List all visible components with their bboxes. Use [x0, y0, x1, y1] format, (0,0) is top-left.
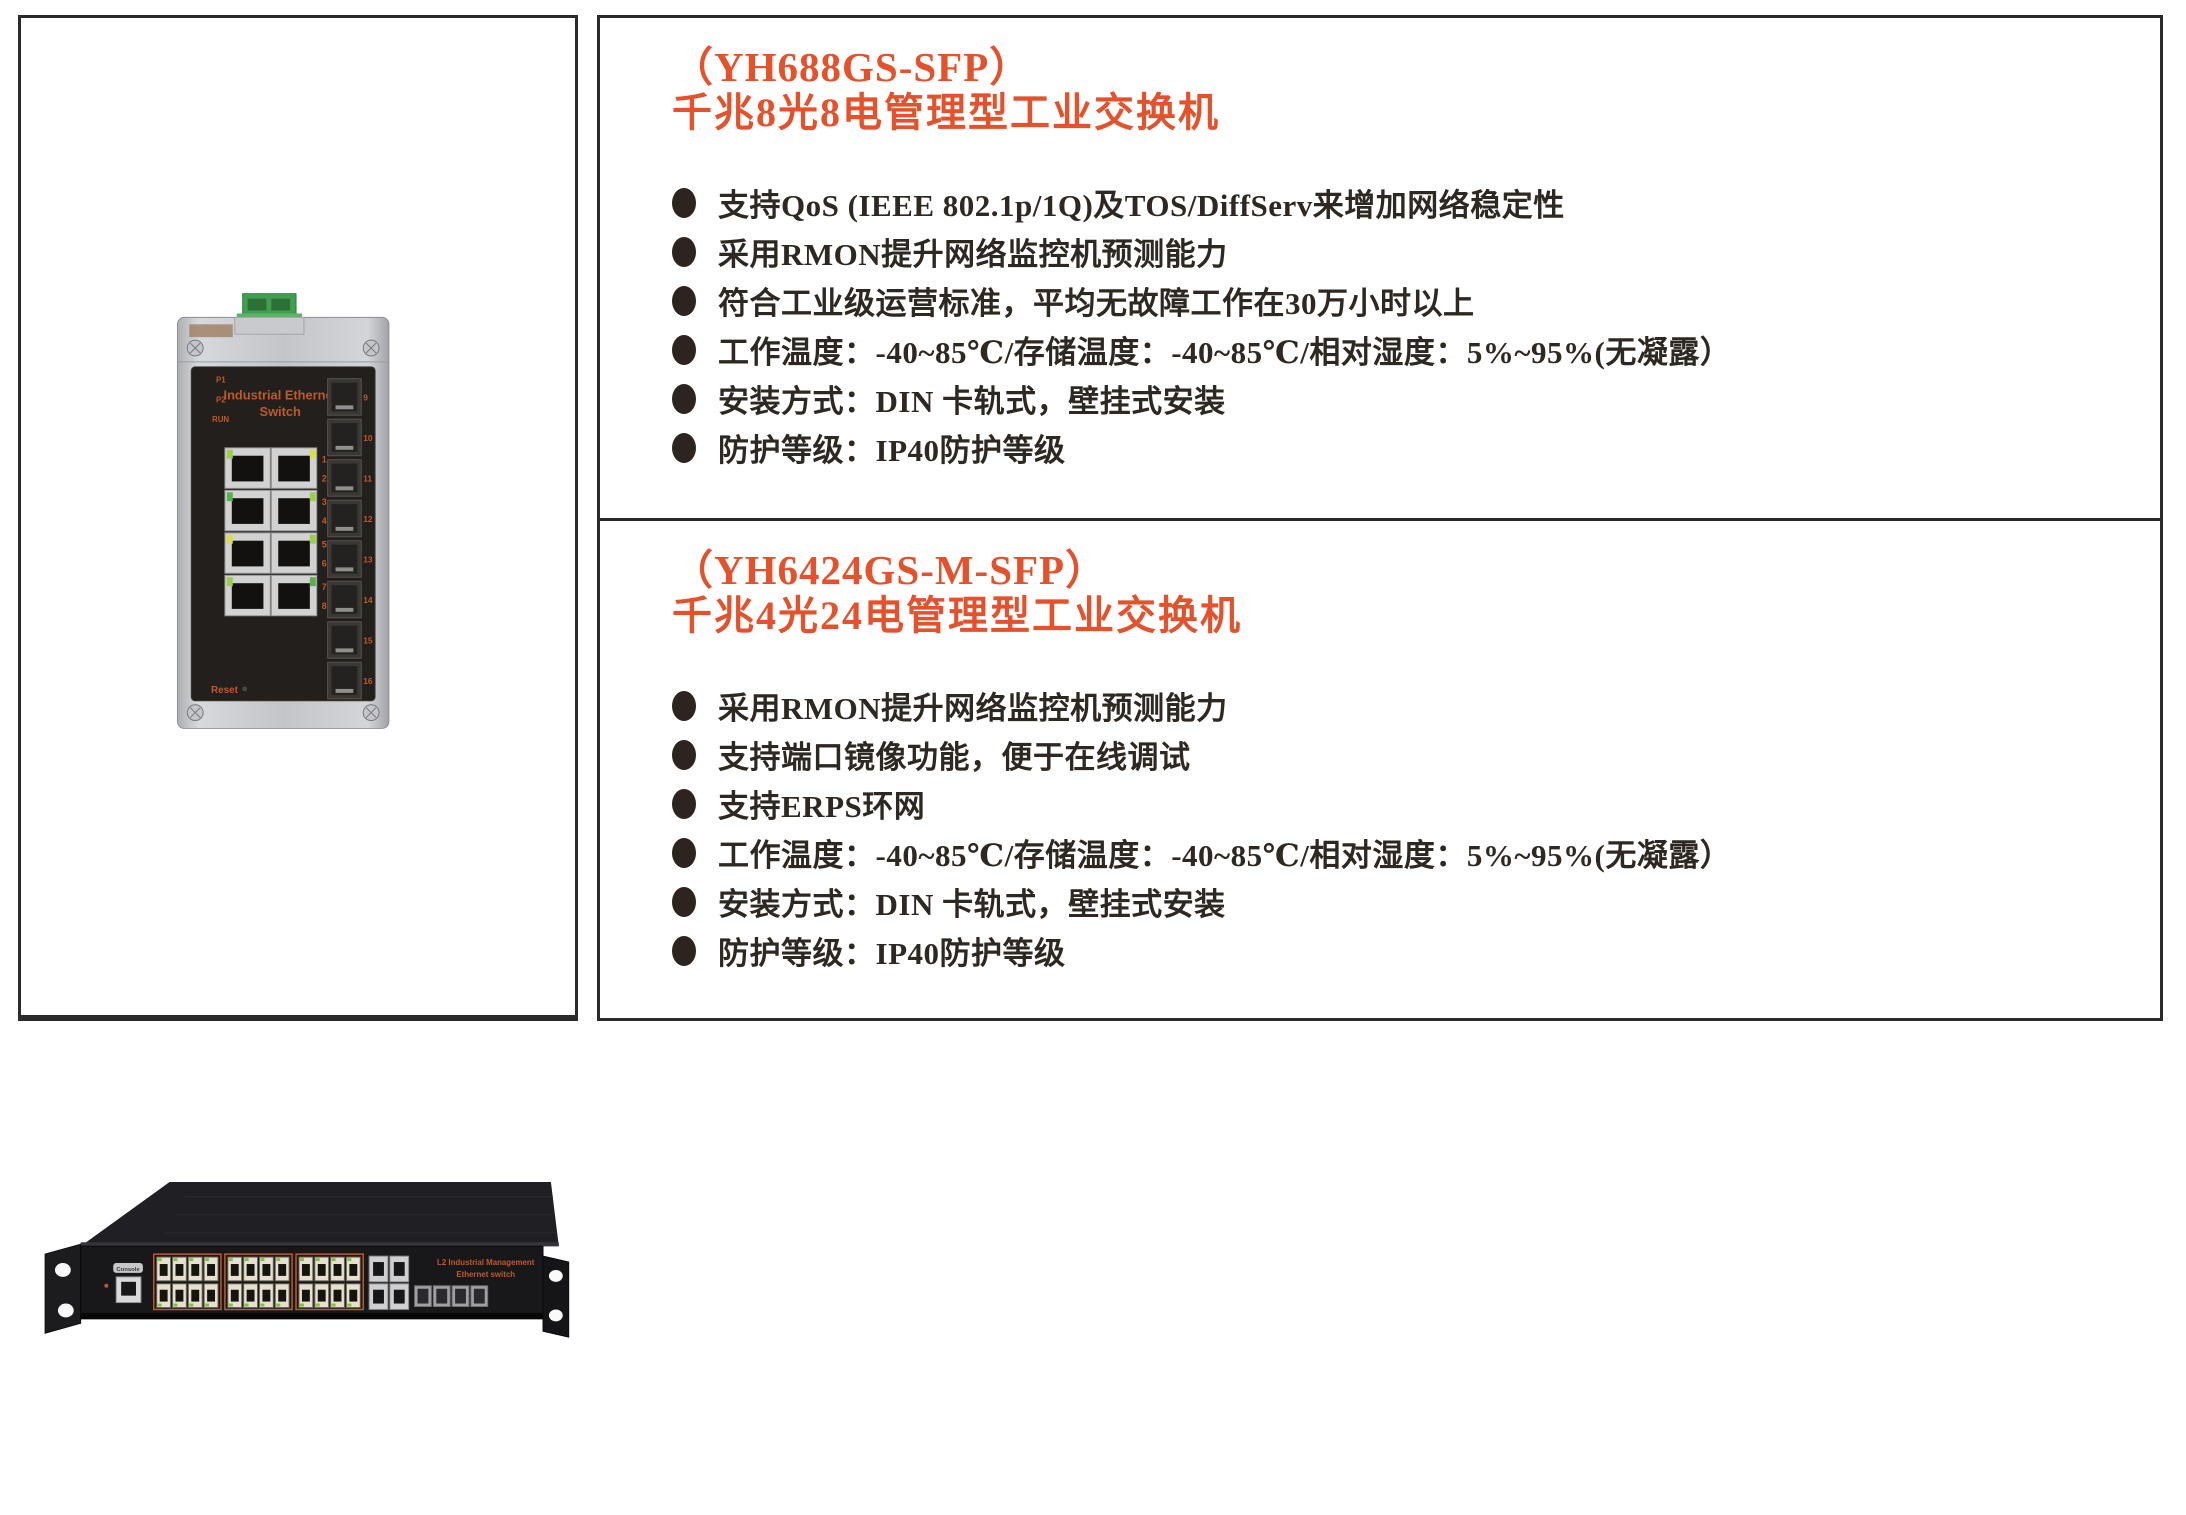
product-card-1: （YH688GS-SFP） 千兆8光8电管理型工业交换机 支持QoS (IEEE… — [600, 18, 2160, 521]
bullet-icon — [672, 837, 696, 868]
svg-text:12: 12 — [363, 514, 373, 524]
feature-text: 支持ERPS环网 — [718, 789, 926, 824]
din-rail-switch-image: Industrial Ethernet Switch P1 P2 RUN Res… — [176, 293, 390, 729]
feature-item: 采用RMON提升网络监控机预测能力 — [672, 227, 2132, 276]
led-label-p1: P1 — [216, 376, 226, 385]
feature-text: 防护等级：IP40防护等级 — [718, 433, 1066, 468]
svg-text:14: 14 — [363, 595, 373, 605]
led-label-run: RUN — [212, 415, 229, 424]
svg-text:6: 6 — [322, 558, 327, 568]
bullet-icon — [672, 187, 696, 218]
sfp-port-numbers: 9 10 11 12 13 14 15 16 — [363, 392, 373, 686]
product-model-2: （YH6424GS-M-SFP） — [672, 547, 1108, 593]
bullet-icon — [672, 432, 696, 463]
feature-text: 安装方式：DIN 卡轨式，壁挂式安装 — [718, 384, 1226, 419]
feature-item: 采用RMON提升网络监控机预测能力 — [672, 681, 2132, 730]
feature-item: 安装方式：DIN 卡轨式，壁挂式安装 — [672, 374, 2132, 423]
svg-text:13: 13 — [363, 554, 373, 564]
mounting-ear-left — [44, 1243, 82, 1334]
svg-text:10: 10 — [363, 433, 373, 443]
feature-item: 支持ERPS环网 — [672, 779, 2132, 828]
svg-text:16: 16 — [363, 676, 373, 686]
feature-item: 安装方式：DIN 卡轨式，壁挂式安装 — [672, 877, 2132, 926]
feature-item: 支持QoS (IEEE 802.1p/1Q)及TOS/DiffServ来增加网络… — [672, 178, 2132, 227]
bullet-icon — [672, 886, 696, 917]
bullet-icon — [672, 285, 696, 316]
spec-column: （YH688GS-SFP） 千兆8光8电管理型工业交换机 支持QoS (IEEE… — [597, 15, 2163, 1021]
image-column: Industrial Ethernet Switch P1 P2 RUN Res… — [18, 15, 578, 1338]
svg-text:7: 7 — [322, 582, 327, 592]
product-name-1: 千兆8光8电管理型工业交换机 — [672, 90, 1220, 135]
svg-text:8: 8 — [322, 601, 327, 611]
svg-text:2: 2 — [322, 473, 327, 483]
product-image-cell-1: Industrial Ethernet Switch P1 P2 RUN Res… — [21, 18, 575, 1018]
panel-brand-line2: Ethernet switch — [456, 1270, 515, 1279]
feature-text: 采用RMON提升网络监控机预测能力 — [718, 237, 1228, 272]
feature-text: 工作温度：-40~85℃/存储温度：-40~85℃/相对湿度：5%~95%(无凝… — [718, 838, 1732, 873]
svg-text:15: 15 — [363, 635, 373, 645]
feature-text: 符合工业级运营标准，平均无故障工作在30万小时以上 — [718, 286, 1475, 321]
feature-item: 支持端口镜像功能，便于在线调试 — [672, 730, 2132, 779]
panel-title-line2: Switch — [260, 404, 302, 419]
feature-text: 安装方式：DIN 卡轨式，壁挂式安装 — [718, 887, 1226, 922]
feature-item: 工作温度：-40~85℃/存储温度：-40~85℃/相对湿度：5%~95%(无凝… — [672, 325, 2132, 374]
product-card-2: （YH6424GS-M-SFP） 千兆4光24电管理型工业交换机 采用RMON提… — [600, 521, 2160, 1018]
svg-text:3: 3 — [322, 497, 327, 507]
feature-text: 工作温度：-40~85℃/存储温度：-40~85℃/相对湿度：5%~95%(无凝… — [718, 335, 1732, 370]
svg-text:11: 11 — [363, 473, 372, 483]
feature-text: 采用RMON提升网络监控机预测能力 — [718, 691, 1228, 726]
sfp-slot-column: 9 10 11 12 13 14 15 16 — [327, 378, 373, 700]
led-label-p2: P2 — [216, 395, 226, 404]
feature-item: 工作温度：-40~85℃/存储温度：-40~85℃/相对湿度：5%~95%(无凝… — [672, 828, 2132, 877]
product-image-cell-2: Console — [21, 1018, 575, 1515]
screw-icon — [186, 339, 380, 722]
sfp-slot — [327, 378, 362, 700]
feature-item: 防护等级：IP40防护等级 — [672, 926, 2132, 975]
bullet-icon — [672, 935, 696, 966]
bullet-icon — [672, 788, 696, 819]
svg-text:9: 9 — [363, 392, 368, 402]
console-label: Console — [116, 1267, 140, 1273]
panel-brand-line1: L2 Industrial Management — [437, 1258, 535, 1267]
rj45-port — [224, 447, 318, 617]
feature-text: 防护等级：IP40防护等级 — [718, 936, 1066, 971]
product-model-1: （YH688GS-SFP） — [672, 44, 1032, 90]
feature-list-2: 采用RMON提升网络监控机预测能力 支持端口镜像功能，便于在线调试 支持ERPS… — [672, 681, 2132, 975]
product-name-2: 千兆4光24电管理型工业交换机 — [672, 593, 1242, 638]
rj45-port-grid: 1 2 3 4 5 6 7 8 — [224, 447, 327, 617]
feature-text: 支持端口镜像功能，便于在线调试 — [718, 740, 1191, 775]
feature-text: 支持QoS (IEEE 802.1p/1Q)及TOS/DiffServ来增加网络… — [718, 188, 1565, 223]
bullet-icon — [672, 739, 696, 770]
rackmount-switch-image: Console — [44, 1182, 570, 1338]
feature-list-1: 支持QoS (IEEE 802.1p/1Q)及TOS/DiffServ来增加网络… — [672, 178, 2132, 472]
rj45-port-numbers: 1 2 3 4 5 6 7 8 — [322, 455, 327, 611]
port-led-icon — [226, 449, 316, 587]
bullet-icon — [672, 383, 696, 414]
svg-text:1: 1 — [322, 455, 327, 465]
feature-item: 符合工业级运营标准，平均无故障工作在30万小时以上 — [672, 276, 2132, 325]
svg-text:5: 5 — [322, 540, 327, 550]
feature-item: 防护等级：IP40防护等级 — [672, 423, 2132, 472]
reset-label: Reset — [211, 685, 239, 696]
panel-title-line1: Industrial Ethernet — [224, 387, 338, 402]
svg-text:4: 4 — [322, 516, 327, 526]
bullet-icon — [672, 334, 696, 365]
bullet-icon — [672, 690, 696, 721]
mounting-ear-right — [542, 1255, 570, 1338]
bullet-icon — [672, 236, 696, 267]
